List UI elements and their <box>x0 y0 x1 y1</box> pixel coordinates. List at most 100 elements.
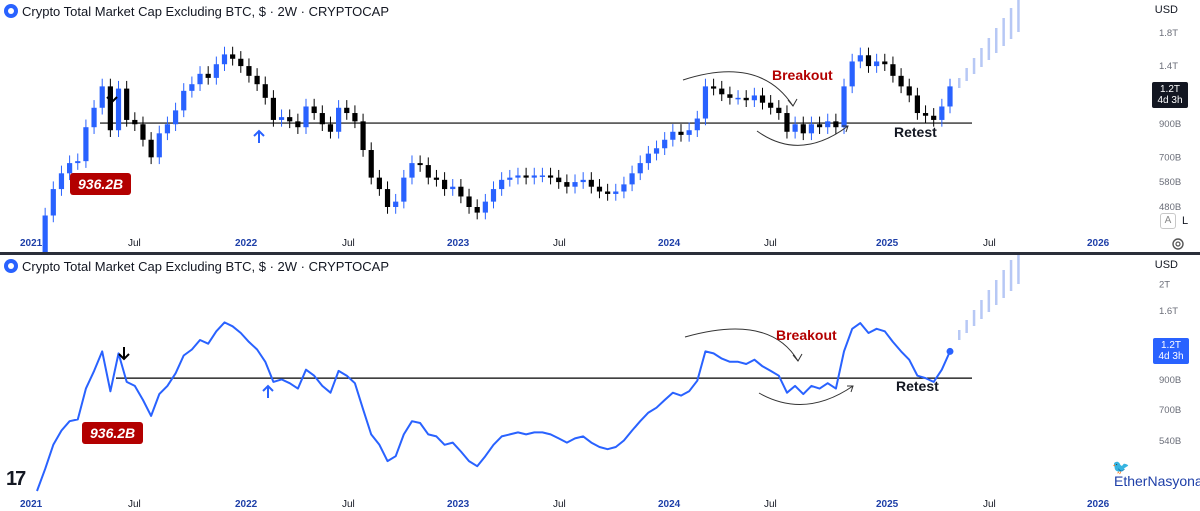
candle-body <box>433 177 440 180</box>
candle-body <box>42 215 48 253</box>
top-x-tick-label: 2023 <box>447 238 470 249</box>
candle-body <box>662 139 668 149</box>
chart-title: Crypto Total Market Cap Excluding BTC, $… <box>22 3 390 19</box>
candle-body <box>914 95 920 114</box>
candle-body <box>303 106 309 128</box>
candle-body <box>287 117 293 122</box>
candle-body <box>230 54 236 59</box>
top-x-tick-label: 2026 <box>1087 238 1110 249</box>
candlestick-panel: 1.8T 1.4T 1.2T 900B 700B 580B 480B 2021 Jul 2022 J… <box>0 0 1200 253</box>
price-countdown: 4d 3h <box>1157 95 1183 106</box>
settings-gear-icon[interactable] <box>1171 237 1185 251</box>
candle-body <box>164 124 171 134</box>
auto-scale-button[interactable]: A <box>1160 213 1176 229</box>
log-scale-button[interactable]: L <box>1182 215 1189 227</box>
candle-body <box>376 177 382 190</box>
bottom-x-tick-label: 2024 <box>658 499 681 510</box>
currency-selector[interactable]: USD <box>1154 4 1178 16</box>
top-y-tick-label: 480B <box>1159 202 1181 213</box>
candle-body <box>417 163 423 166</box>
retest-arrowhead <box>842 125 849 133</box>
projection-bar <box>1009 8 1013 39</box>
candle-body <box>670 131 676 140</box>
top-x-tick-label: 2025 <box>876 238 899 249</box>
candle-body <box>344 107 350 114</box>
candle-body <box>808 124 815 134</box>
candle-body <box>482 201 488 213</box>
candle-body <box>564 182 570 187</box>
candle-body <box>678 131 684 135</box>
bottom-x-tick-label: Jul <box>342 499 355 510</box>
projection-bar-2 <box>1017 255 1020 284</box>
projection-bar <box>958 78 961 88</box>
candle-body <box>694 118 700 131</box>
retest-arrowhead-2 <box>847 385 854 393</box>
twitter-bird-icon: 🐦 <box>1112 459 1130 475</box>
candle-body <box>368 150 374 178</box>
currency-selector-2[interactable]: USD <box>1154 259 1178 271</box>
candle-body <box>719 88 725 95</box>
bottom-y-tick-label: 900B <box>1159 375 1181 386</box>
projection-bar <box>995 28 998 53</box>
candle-body <box>906 86 912 96</box>
candle-body <box>270 97 277 120</box>
candle-body <box>83 127 89 162</box>
candle-body <box>874 61 880 67</box>
level-badge-2: 936.2B <box>82 422 144 444</box>
candle-body <box>556 177 562 183</box>
up-arrow-icon <box>253 129 265 143</box>
candle-body <box>197 73 203 85</box>
candle-body <box>156 133 162 158</box>
bottom-y-tick-label: 540B <box>1159 436 1181 447</box>
cryptocap-logo-icon <box>4 4 18 18</box>
breakout-arrowhead <box>787 98 798 107</box>
candle-body <box>450 186 456 190</box>
top-y-tick-label: 900B <box>1159 119 1181 130</box>
candle-body <box>425 165 431 178</box>
candle-body <box>148 139 154 158</box>
retest-label: Retest <box>894 124 937 140</box>
bottom-x-tick-label: 2022 <box>235 499 258 510</box>
candle-body <box>393 201 399 207</box>
candle-body <box>898 75 904 87</box>
chart-header-2[interactable]: Crypto Total Market Cap Excluding BTC, $… <box>4 257 389 275</box>
candle-body <box>743 97 749 101</box>
candle-body <box>336 107 342 132</box>
candle-body <box>474 207 480 213</box>
candle-body <box>58 173 65 190</box>
candle-body <box>466 196 472 207</box>
candle-body <box>637 163 643 174</box>
line-chart: 2T 1.6T 1.2T 900B 700B 540B 2021 Jul 2022 Jul 2023… <box>20 255 1181 510</box>
candle-body <box>857 55 863 62</box>
level-badge: 936.2B <box>70 173 132 195</box>
candle-body <box>605 191 611 194</box>
candle-body <box>580 179 586 183</box>
candle-body <box>91 107 97 128</box>
projection-bar-2 <box>972 310 976 326</box>
bottom-x-tick-label: 2025 <box>876 499 899 510</box>
candle-body <box>238 58 244 67</box>
down-arrow-icon <box>106 90 118 104</box>
candle-body <box>75 161 81 164</box>
candle-body <box>107 86 113 131</box>
chart-header[interactable]: Crypto Total Market Cap Excluding BTC, $… <box>4 2 389 20</box>
candle-body <box>499 179 505 190</box>
panel-divider[interactable] <box>0 252 1200 255</box>
bottom-x-tick-label: Jul <box>128 499 141 510</box>
candle-body <box>792 124 798 132</box>
candle-body <box>213 64 219 78</box>
candle-body <box>360 121 366 151</box>
candle-body <box>254 75 260 85</box>
candle-body <box>841 86 847 128</box>
candle-body <box>384 189 391 207</box>
projection-bar-2 <box>995 280 998 305</box>
projection-bar <box>1017 0 1020 32</box>
breakout-label-2: Breakout <box>776 327 837 343</box>
candle-body <box>939 106 945 120</box>
projection-bar-2 <box>987 290 991 312</box>
candle-body <box>319 113 325 125</box>
candle-body <box>327 124 334 132</box>
down-arrow-icon-2 <box>118 347 130 361</box>
candle-body <box>409 163 415 178</box>
bottom-x-tick-label: Jul <box>553 499 566 510</box>
